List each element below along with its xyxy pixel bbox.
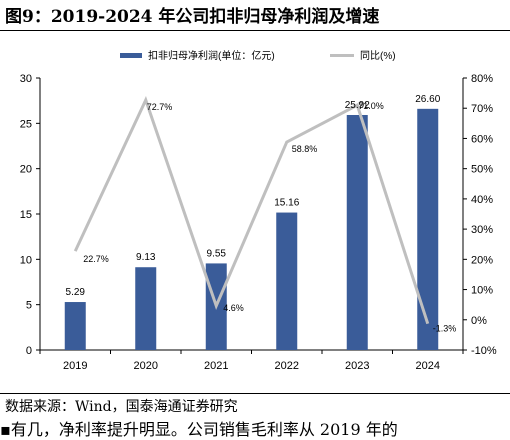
left-tick-label: 30	[20, 73, 32, 85]
right-tick-label: 80%	[471, 73, 493, 85]
source-rule	[0, 393, 510, 394]
bar	[346, 114, 368, 350]
right-tick-label: 40%	[471, 194, 493, 206]
growth-line	[73, 96, 430, 325]
left-tick-label: 10	[20, 254, 32, 266]
line-value-label: 4.6%	[223, 303, 244, 313]
x-tick-label: 2020	[134, 360, 158, 372]
bar	[276, 212, 298, 350]
legend-bar-swatch	[120, 53, 142, 58]
chart: 0 5 10 15 20 25 30 -10% 0% 10% 20% 30% 40% 50% 60% 70% 8…	[20, 49, 497, 372]
right-tick-label: 10%	[471, 285, 493, 297]
left-tick-label: 15	[20, 209, 32, 221]
bar	[135, 267, 157, 350]
right-tick-label: 70%	[471, 103, 493, 115]
trailing-text: ▪有几，净利率提升明显。公司销售毛利率从 2019 年的	[0, 420, 398, 439]
source-note: 数据来源：Wind，国泰海通证券研究	[5, 399, 238, 415]
bar-value-label: 9.55	[207, 248, 227, 259]
right-tick-label: 60%	[471, 133, 493, 145]
x-tick-label: 2021	[204, 360, 228, 372]
left-tick-label: 0	[26, 345, 32, 357]
legend-line-label: 同比(%)	[360, 50, 396, 62]
line-value-label: 22.7%	[83, 254, 109, 264]
right-tick-label: 30%	[471, 224, 493, 236]
bar-value-label: 9.13	[136, 252, 156, 263]
bar-value-label: 5.29	[66, 287, 86, 298]
line-value-label: -1.3%	[433, 324, 457, 334]
bar	[417, 108, 439, 351]
right-tick-label: 0%	[471, 315, 487, 327]
line-value-label: 58.8%	[292, 144, 318, 154]
left-tick-label: 25	[20, 118, 32, 130]
bar-value-label: 26.60	[415, 94, 440, 105]
title-rule	[0, 30, 510, 31]
x-tick-label: 2024	[416, 360, 440, 372]
right-tick-label: -10%	[471, 345, 497, 357]
line-value-label: 71.0%	[358, 101, 384, 111]
right-tick-label: 20%	[471, 254, 493, 266]
bar-value-label: 15.16	[274, 198, 299, 209]
right-tick-label: 50%	[471, 164, 493, 176]
left-tick-label: 5	[26, 300, 32, 312]
bar-value-label: 25.92	[345, 100, 370, 111]
x-tick-label: 2022	[275, 360, 299, 372]
x-tick-label: 2019	[63, 360, 87, 372]
left-tick-label: 20	[20, 164, 32, 176]
line-value-label: 72.7%	[147, 102, 173, 112]
x-tick-label: 2023	[345, 360, 369, 372]
bar	[64, 302, 86, 350]
figure-title: 图9：2019-2024 年公司扣非归母净利润及增速	[5, 7, 380, 27]
legend-bar-label: 扣非归母净利润(单位：亿元)	[148, 49, 275, 62]
